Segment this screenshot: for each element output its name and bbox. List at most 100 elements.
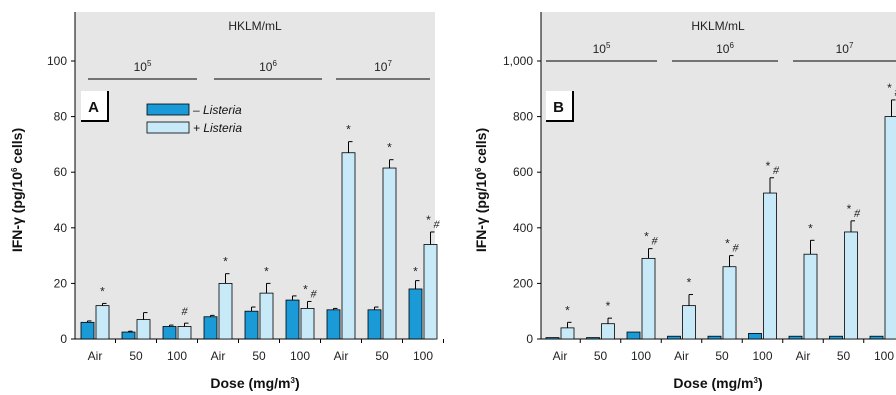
group-label: 105 xyxy=(134,59,152,74)
annotation-star: * xyxy=(387,141,392,155)
bar-plus-listeria xyxy=(136,319,151,340)
annotation-star: * xyxy=(303,282,308,296)
bar-minus-listeria xyxy=(80,321,95,340)
x-tick-label: Air xyxy=(553,349,568,363)
y-tick-label: 100 xyxy=(47,54,67,68)
legend-swatch-minus xyxy=(146,103,190,116)
panel-a: IFN-γ (pg/106 cells) Dose (mg/m3) HKLM/m… xyxy=(9,12,444,391)
annotation-star: * xyxy=(606,299,611,313)
bar-plus-listeria xyxy=(641,257,656,340)
annotation-hash: # xyxy=(182,304,189,318)
group-label-base: 10 xyxy=(593,42,607,56)
bar-plus-listeria xyxy=(300,308,315,340)
y-axis-title-part: IFN-γ (pg/10 xyxy=(473,172,489,252)
bar-plus-listeria xyxy=(682,305,696,340)
annotation-star: * xyxy=(100,284,105,298)
bar-plus-listeria xyxy=(423,244,438,340)
group-label-exp: 7 xyxy=(849,41,854,50)
y-tick-label: 60 xyxy=(54,165,68,179)
annotation-star: * xyxy=(264,264,269,278)
x-tick-label: 100 xyxy=(167,349,187,363)
annotation-star: * xyxy=(725,237,730,251)
annotation-star: * xyxy=(565,303,570,317)
panel-a-bars: *#*** #**** # xyxy=(80,123,441,340)
group-label-exp: 7 xyxy=(387,59,392,68)
annotation-star: * xyxy=(766,159,771,173)
group-label: 106 xyxy=(716,41,734,56)
y-axis-title-sup: 6 xyxy=(10,167,19,172)
x-tick-label: Air xyxy=(334,349,349,363)
legend-label-plus: + Listeria xyxy=(193,121,242,135)
annotation-star: * xyxy=(687,276,692,290)
x-tick-label: 50 xyxy=(252,349,266,363)
y-tick-label: 40 xyxy=(54,221,68,235)
x-tick-label: 50 xyxy=(375,349,389,363)
bar-plus-listeria xyxy=(803,253,818,340)
annotation-hash: # xyxy=(311,286,318,300)
x-tick-label: 50 xyxy=(594,349,608,363)
y-tick-label: 0 xyxy=(526,332,533,346)
x-axis-title-part: ) xyxy=(295,375,300,391)
panel-letter-frame xyxy=(546,91,574,122)
annotation-hash: # xyxy=(773,163,780,177)
panel-letter-bg xyxy=(81,91,108,121)
x-axis-title-sup: 3 xyxy=(754,376,759,385)
panel-a-background xyxy=(75,12,435,339)
bar-plus-listeria xyxy=(218,282,233,340)
annotation-star: * xyxy=(887,81,892,95)
y-tick-label: 0 xyxy=(60,332,67,346)
y-axis-title-part: cells) xyxy=(473,128,489,168)
bar-minus-listeria xyxy=(326,309,341,340)
bar-minus-listeria xyxy=(203,316,218,340)
panel-b-bars: ***#**#*#**#*# xyxy=(545,81,896,340)
panel-b: IFN-γ (pg/106 cells) Dose (mg/m3) HKLM/m… xyxy=(473,12,896,391)
group-label-base: 10 xyxy=(716,42,730,56)
bar-minus-listeria xyxy=(829,335,843,340)
x-tick-label: 50 xyxy=(129,349,143,363)
panel-b-letter-box: B xyxy=(546,91,574,122)
x-tick-label: 100 xyxy=(290,349,310,363)
x-tick-label: Air xyxy=(88,349,103,363)
bar-plus-listeria xyxy=(382,167,397,340)
group-label: 105 xyxy=(593,41,611,56)
group-label-exp: 5 xyxy=(606,41,611,50)
bar-plus-listeria xyxy=(722,266,737,340)
bar-plus-listeria xyxy=(844,231,858,340)
bar-minus-listeria xyxy=(162,326,177,340)
x-axis-title-part: Dose (mg/m xyxy=(673,375,753,391)
bar-minus-listeria xyxy=(788,335,803,340)
group-label-exp: 6 xyxy=(272,59,277,68)
x-tick-label: 100 xyxy=(413,349,433,363)
panel-b-y-axis-title: IFN-γ (pg/106 cells) xyxy=(473,128,489,252)
y-tick-label: 200 xyxy=(513,276,533,290)
panel-letter: B xyxy=(553,99,564,116)
y-tick-label: 400 xyxy=(513,221,533,235)
panel-a-top-label: HKLM/mL xyxy=(228,19,282,33)
panel-letter: A xyxy=(88,99,99,116)
bar-minus-listeria xyxy=(869,335,884,340)
annotation-hash: # xyxy=(652,234,659,248)
bar-plus-listeria xyxy=(560,327,575,340)
y-tick-label: 800 xyxy=(513,110,533,124)
annotation-star: * xyxy=(644,230,649,244)
annotation-star: * xyxy=(426,213,431,227)
bar-plus-listeria xyxy=(177,326,192,340)
panel-a-legend: – Listeria + Listeria xyxy=(146,103,242,135)
bar-plus-listeria xyxy=(763,192,777,340)
bar-minus-listeria xyxy=(408,288,423,340)
bar-minus-listeria xyxy=(285,299,300,340)
legend-swatch-plus xyxy=(146,121,190,134)
y-tick-label: 20 xyxy=(54,276,68,290)
bar-minus-listeria xyxy=(707,335,722,340)
group-label-exp: 6 xyxy=(729,41,734,50)
y-axis-title-sup: 6 xyxy=(474,167,483,172)
panel-b-background xyxy=(541,12,896,339)
group-label-base: 10 xyxy=(134,60,148,74)
panel-letter-frame xyxy=(81,91,109,122)
group-label: 106 xyxy=(259,59,277,74)
x-tick-label: Air xyxy=(674,349,689,363)
panel-a-x-axis-title: Dose (mg/m3) xyxy=(210,375,299,391)
panel-letter-bg xyxy=(546,91,573,121)
panel-a-groups: 105 106 107 xyxy=(88,59,430,80)
